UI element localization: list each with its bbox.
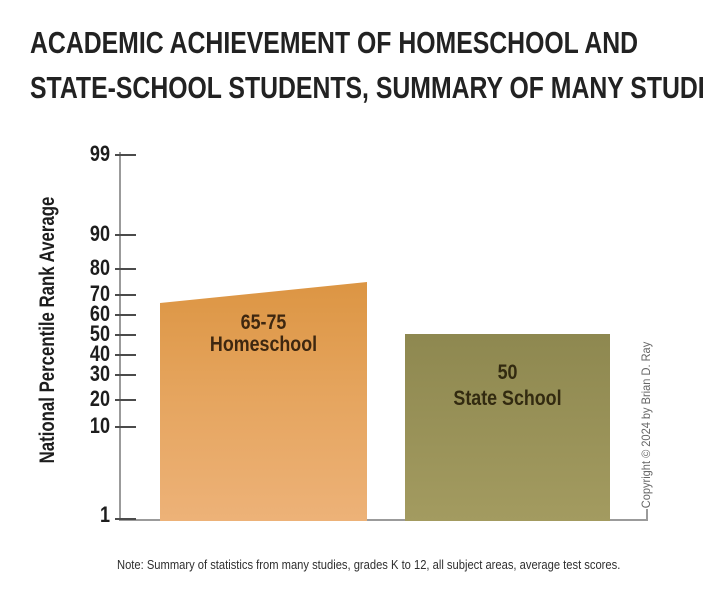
copyright-notice: Copyright © 2024 by Brian D. Ray bbox=[639, 341, 653, 509]
state-school-bar: 50 State School bbox=[405, 334, 610, 521]
y-tick-label-99: 99 bbox=[89, 141, 110, 166]
y-tick-label-40: 40 bbox=[89, 341, 110, 366]
y-tick-label-10: 10 bbox=[89, 413, 110, 438]
state-school-value-label: 50 bbox=[497, 361, 518, 384]
x-axis-line bbox=[119, 519, 648, 521]
tick-mark-20 bbox=[115, 399, 136, 401]
homeschool-value-label: 65-75 bbox=[240, 311, 287, 334]
y-tick-label-80: 80 bbox=[89, 255, 110, 280]
y-tick-label-50: 50 bbox=[89, 321, 110, 346]
chart-title-line-2: STATE-SCHOOL STUDENTS, SUMMARY OF MANY S… bbox=[30, 70, 705, 105]
homeschool-category-label: Homeschool bbox=[209, 333, 318, 356]
y-axis-label: National Percentile Rank Average bbox=[36, 196, 59, 464]
tick-mark-80 bbox=[115, 268, 136, 270]
tick-mark-40 bbox=[115, 354, 136, 356]
y-tick-label-60: 60 bbox=[89, 301, 110, 326]
tick-mark-1 bbox=[115, 518, 136, 520]
y-tick-label-70: 70 bbox=[89, 281, 110, 306]
tick-mark-50 bbox=[115, 334, 136, 336]
y-tick-label-20: 20 bbox=[89, 386, 110, 411]
y-tick-label-30: 30 bbox=[89, 361, 110, 386]
tick-mark-70 bbox=[115, 294, 136, 296]
state-school-category-label: State School bbox=[453, 387, 562, 410]
y-tick-label-1: 1 bbox=[99, 502, 110, 527]
tick-mark-60 bbox=[115, 314, 136, 316]
tick-mark-99 bbox=[115, 154, 136, 156]
state-school-bar-label: 50 State School bbox=[405, 360, 610, 412]
tick-mark-30 bbox=[115, 374, 136, 376]
homeschool-bar-label: 65-75 Homeschool bbox=[160, 312, 367, 356]
tick-mark-90 bbox=[115, 234, 136, 236]
plot-area: 65-75 Homeschool 50 State School bbox=[115, 150, 648, 521]
x-axis-end-hook bbox=[646, 509, 648, 521]
tick-mark-10 bbox=[115, 426, 136, 428]
y-axis-line bbox=[119, 152, 121, 521]
chart-note: Note: Summary of statistics from many st… bbox=[117, 557, 621, 572]
homeschool-bar: 65-75 Homeschool bbox=[160, 282, 367, 521]
chart-title: ACADEMIC ACHIEVEMENT OF HOMESCHOOL AND S… bbox=[30, 20, 705, 110]
chart-title-line-1: ACADEMIC ACHIEVEMENT OF HOMESCHOOL AND bbox=[30, 25, 639, 60]
y-tick-label-90: 90 bbox=[89, 221, 110, 246]
